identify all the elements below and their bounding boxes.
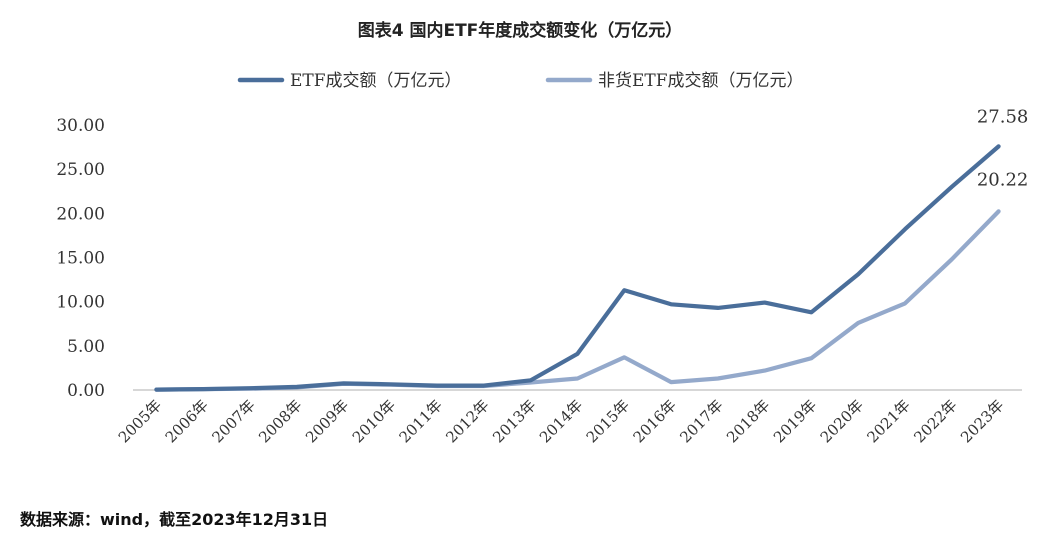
x-tick-label: 2014年 (536, 396, 586, 446)
chart-title: 图表4 国内ETF年度成交额变化（万亿元） (357, 21, 683, 41)
source-note: 数据来源：wind，截至2023年12月31日 (20, 510, 329, 529)
legend-label: 非货ETF成交额（万亿元） (598, 71, 804, 91)
y-tick-label: 10.00 (56, 293, 105, 313)
x-tick-label: 2023年 (957, 396, 1007, 446)
x-tick-label: 2010年 (349, 396, 399, 446)
y-axis: 0.00 5.00 10.00 15.00 20.00 25.00 30.00 (56, 116, 105, 401)
x-tick-label: 2007年 (208, 396, 258, 446)
x-tick-label: 2017年 (676, 396, 726, 446)
data-labels: 27.58 20.22 (977, 106, 1029, 190)
series-line-non-money-etf (154, 209, 1001, 392)
end-data-label: 20.22 (977, 169, 1029, 190)
y-tick-label: 0.00 (67, 381, 105, 401)
legend-label: ETF成交额（万亿元） (290, 71, 462, 91)
y-tick-label: 5.00 (67, 337, 105, 357)
x-tick-label: 2008年 (255, 396, 305, 446)
x-tick-label: 2018年 (723, 396, 773, 446)
x-tick-label: 2011年 (396, 396, 446, 446)
x-tick-label: 2016年 (630, 396, 680, 446)
x-tick-label: 2022年 (910, 396, 960, 446)
series-line-etf (154, 144, 1001, 392)
x-tick-label: 2021年 (864, 396, 914, 446)
x-tick-label: 2013年 (489, 396, 539, 446)
end-data-label: 27.58 (977, 106, 1029, 127)
x-tick-label: 2019年 (770, 396, 820, 446)
legend: ETF成交额（万亿元） 非货ETF成交额（万亿元） (237, 71, 804, 91)
x-tick-label: 2005年 (115, 396, 165, 446)
y-tick-label: 15.00 (56, 249, 105, 269)
x-axis: 2005年2006年2007年2008年2009年2010年2011年2012年… (115, 389, 1022, 446)
y-tick-label: 25.00 (56, 160, 105, 180)
x-tick-label: 2006年 (162, 396, 212, 446)
y-tick-label: 30.00 (56, 116, 105, 136)
x-tick-label: 2009年 (302, 396, 352, 446)
x-tick-label: 2015年 (583, 396, 633, 446)
y-tick-label: 20.00 (56, 204, 105, 224)
series-group (154, 144, 1001, 392)
x-tick-label: 2020年 (817, 396, 867, 446)
x-tick-label: 2012年 (442, 396, 492, 446)
